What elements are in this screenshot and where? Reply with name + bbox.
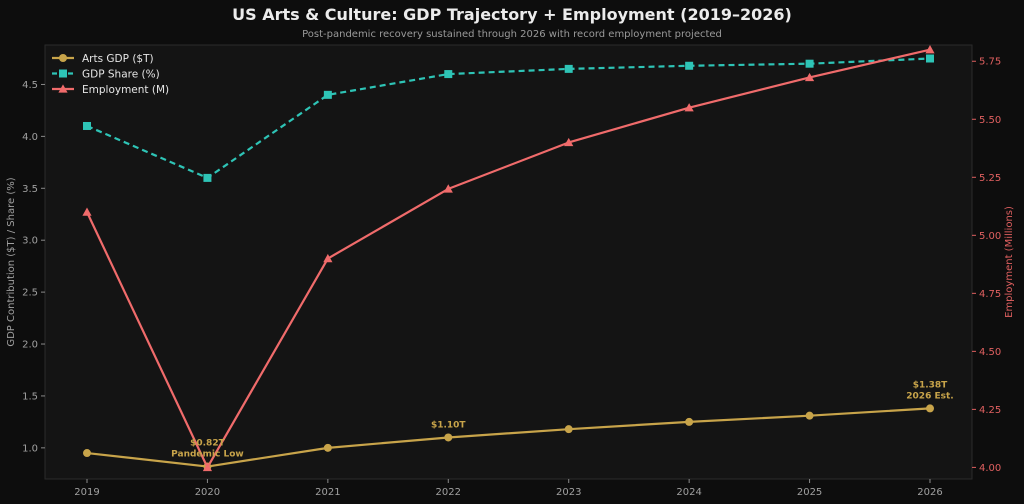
legend-label: GDP Share (%) (82, 68, 160, 80)
left-y-tick-label: 3.0 (22, 236, 38, 247)
triangle-marker (58, 84, 68, 93)
left-y-tick-label: 2.0 (22, 340, 38, 351)
right-y-tick-label: 5.75 (979, 57, 1001, 68)
x-tick-label: 2025 (797, 487, 822, 498)
x-tick-label: 2024 (676, 487, 701, 498)
x-tick-label: 2020 (195, 487, 220, 498)
left-axis-label: GDP Contribution ($T) / Share (%) (6, 177, 17, 346)
annotation-label: 2026 Est. (906, 391, 953, 401)
square-marker (59, 69, 67, 78)
triangle-marker (443, 184, 453, 193)
chart-subtitle: Post-pandemic recovery sustained through… (302, 29, 722, 40)
square-marker (805, 59, 814, 68)
chart-title: US Arts & Culture: GDP Trajectory + Empl… (232, 5, 792, 24)
triangle-marker (564, 137, 574, 147)
series-layer (82, 45, 935, 472)
legend-label: Arts GDP ($T) (82, 53, 154, 65)
legend: Arts GDP ($T) GDP Share (%) Employment (M) (52, 53, 169, 96)
triangle-marker (925, 45, 935, 54)
x-tick-label: 2019 (74, 487, 99, 498)
plot-area (44, 44, 973, 480)
left-y-tick-label: 4.5 (22, 80, 38, 91)
series-line (86, 407, 931, 468)
annotation-label: $0.82T (190, 439, 225, 449)
annotation-label: $1.38T (913, 380, 948, 390)
triangle-marker (82, 207, 92, 216)
circle-marker (59, 54, 67, 62)
circle-marker (805, 411, 814, 420)
x-tick-label: 2026 (917, 487, 942, 498)
x-tick-label: 2022 (436, 487, 461, 498)
circle-marker (564, 425, 573, 434)
series-gdp-share (83, 54, 934, 182)
triangle-marker (202, 462, 213, 472)
circle-marker (83, 449, 91, 458)
left-y-tick-label: 3.5 (22, 184, 38, 195)
left-y-tick-label: 4.0 (22, 132, 38, 143)
square-marker (203, 173, 212, 182)
right-y-tick-label: 5.00 (979, 231, 1001, 242)
circle-marker (323, 443, 332, 452)
x-axis: 2019 2020 2021 2022 2023 2024 2025 2026 (74, 479, 943, 498)
series-employment-m (82, 45, 935, 472)
left-y-axis: 1.0 1.5 2.0 2.5 3.0 3.5 4.0 4.5 (22, 80, 45, 454)
series-line (86, 48, 931, 469)
x-tick-label: 2023 (556, 487, 581, 498)
right-y-tick-label: 4.25 (979, 405, 1001, 416)
right-y-tick-label: 5.50 (979, 115, 1001, 126)
square-marker (564, 64, 573, 73)
square-marker (83, 121, 91, 130)
circle-marker (685, 417, 694, 426)
right-y-tick-label: 4.00 (979, 463, 1001, 474)
right-y-tick-label: 4.75 (979, 289, 1001, 300)
left-y-tick-label: 1.0 (22, 443, 38, 454)
right-y-tick-label: 4.50 (979, 347, 1001, 358)
right-axis-label: Employment (Millions) (1004, 206, 1015, 318)
left-y-tick-label: 1.5 (22, 391, 38, 402)
legend-label: Employment (M) (82, 84, 169, 96)
triangle-marker (323, 253, 333, 263)
square-marker (926, 54, 934, 63)
annotation-label: $1.10T (431, 420, 466, 430)
triangle-marker (684, 103, 694, 112)
square-marker (444, 70, 453, 79)
triangle-marker (804, 72, 815, 82)
circle-marker (926, 404, 934, 413)
series-arts-gdp-t (83, 404, 934, 471)
left-y-tick-label: 2.5 (22, 288, 38, 299)
right-y-axis: 4.00 4.25 4.50 4.75 5.00 5.25 5.50 5.75 (972, 57, 1001, 474)
x-tick-label: 2021 (315, 487, 340, 498)
annotation-label: Pandemic Low (171, 450, 244, 460)
series-line (86, 57, 931, 179)
right-y-tick-label: 5.25 (979, 173, 1001, 184)
circle-marker (444, 433, 453, 442)
square-marker (685, 61, 694, 70)
square-marker (323, 90, 332, 99)
